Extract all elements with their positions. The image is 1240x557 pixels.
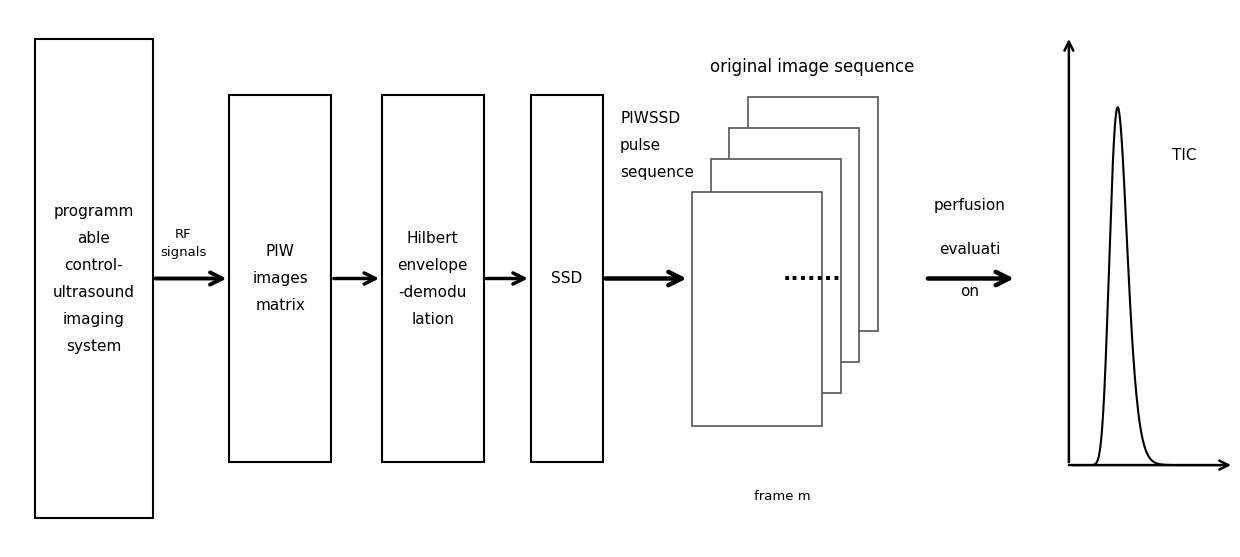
Text: programm
able
control-
ultrasound
imaging
system: programm able control- ultrasound imagin…	[52, 203, 135, 354]
Bar	[229, 95, 331, 462]
Text: SSD: SSD	[551, 271, 583, 286]
Text: TIC: TIC	[1172, 149, 1197, 163]
Text: ·······: ·······	[782, 268, 842, 289]
Bar	[531, 95, 603, 462]
Bar	[729, 128, 859, 362]
Bar	[711, 159, 841, 393]
Text: frame m: frame m	[754, 490, 811, 503]
Text: PIWSSD
pulse
sequence: PIWSSD pulse sequence	[620, 111, 694, 180]
Text: perfusion: perfusion	[934, 198, 1006, 213]
Text: frame 1: frame 1	[697, 337, 749, 350]
Text: Hilbert
envelope
-demodu
lation: Hilbert envelope -demodu lation	[398, 231, 467, 326]
Text: frame 2: frame 2	[713, 365, 765, 378]
Text: RF
signals: RF signals	[160, 228, 207, 260]
Text: evaluati: evaluati	[939, 242, 1001, 257]
Bar	[692, 192, 822, 426]
Text: frame 3: frame 3	[729, 395, 781, 408]
Bar	[382, 95, 484, 462]
Text: PIW
images
matrix: PIW images matrix	[253, 244, 308, 313]
Bar	[35, 39, 153, 518]
Text: original image sequence: original image sequence	[711, 58, 914, 76]
Bar	[748, 97, 878, 331]
Text: on: on	[960, 284, 980, 299]
